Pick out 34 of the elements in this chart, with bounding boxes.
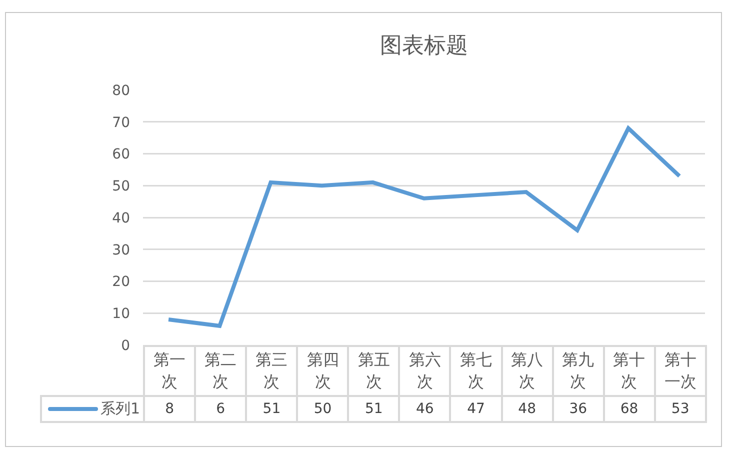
- x-tick-label: 第七次: [450, 346, 502, 396]
- y-tick-label: 80: [112, 82, 130, 99]
- x-tick-label: 第一次: [144, 346, 196, 396]
- y-tick-label: 60: [112, 146, 130, 163]
- data-label: 36: [552, 396, 604, 422]
- y-tick-label: 20: [112, 274, 130, 290]
- data-label: 48: [502, 396, 553, 422]
- line-series: [166, 126, 682, 328]
- chart-title: 图表标题: [380, 34, 468, 59]
- data-label: 53: [654, 396, 706, 422]
- x-tick-label: 第十一次: [654, 346, 706, 396]
- x-tick-label: 第三次: [246, 346, 298, 396]
- y-tick-label: 0: [121, 338, 130, 354]
- legend-label: 系列1: [100, 400, 140, 418]
- x-tick-label: 第四次: [297, 346, 348, 396]
- y-tick-label: 50: [112, 178, 130, 195]
- data-label: 46: [399, 396, 450, 422]
- y-tick-label: 10: [112, 306, 130, 322]
- data-label: 51: [348, 396, 400, 422]
- x-tick-label: 第二次: [195, 346, 246, 396]
- data-label: 50: [297, 396, 348, 422]
- x-tick-label: 第五次: [348, 346, 400, 396]
- data-label: 47: [450, 396, 502, 422]
- x-tick-label: 第九次: [552, 346, 604, 396]
- y-tick-label: 30: [112, 242, 130, 258]
- data-label: 51: [246, 396, 298, 422]
- y-tick-label: 70: [112, 114, 130, 131]
- x-tick-label: 第八次: [502, 346, 553, 396]
- x-tick-label: 第六次: [399, 346, 450, 396]
- data-label: 8: [144, 396, 196, 422]
- data-label: 68: [604, 396, 655, 422]
- x-tick-label: 第十次: [604, 346, 655, 396]
- data-label: 6: [195, 396, 246, 422]
- y-tick-label: 40: [112, 210, 130, 226]
